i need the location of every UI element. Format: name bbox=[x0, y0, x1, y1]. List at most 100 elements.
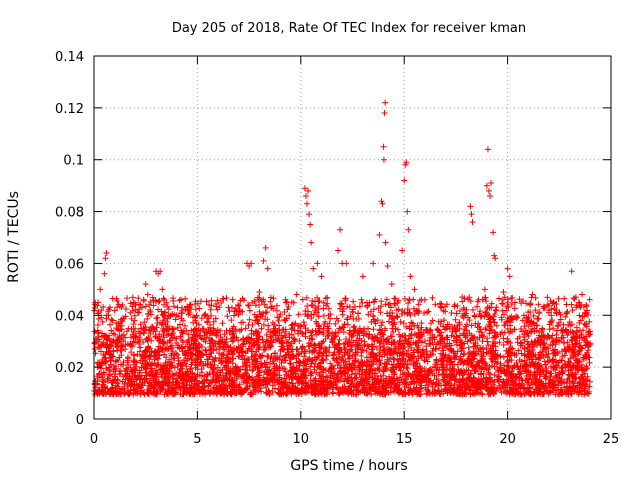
data-point bbox=[343, 335, 350, 342]
data-point bbox=[524, 329, 531, 336]
data-point bbox=[451, 356, 458, 363]
data-point bbox=[581, 335, 588, 342]
chart-title: Day 205 of 2018, Rate Of TEC Index for r… bbox=[172, 21, 526, 36]
data-point bbox=[569, 307, 576, 314]
data-point bbox=[349, 353, 356, 360]
data-point bbox=[177, 390, 184, 397]
data-point bbox=[382, 239, 389, 246]
data-point bbox=[106, 348, 113, 355]
data-point bbox=[318, 369, 325, 376]
data-point bbox=[382, 99, 389, 106]
data-point bbox=[390, 355, 397, 362]
data-point bbox=[168, 331, 175, 338]
data-point bbox=[229, 296, 236, 303]
data-point bbox=[215, 350, 222, 357]
data-point bbox=[469, 218, 476, 225]
data-point bbox=[404, 208, 411, 215]
data-point bbox=[400, 351, 407, 358]
data-point bbox=[500, 288, 507, 295]
data-point bbox=[272, 350, 279, 357]
data-point bbox=[161, 351, 168, 358]
data-point bbox=[485, 366, 492, 373]
data-point bbox=[224, 354, 231, 361]
data-point bbox=[368, 343, 375, 350]
data-point bbox=[559, 367, 566, 374]
data-point bbox=[249, 358, 256, 365]
data-point bbox=[451, 301, 458, 308]
data-point bbox=[177, 296, 184, 303]
data-point bbox=[501, 329, 508, 336]
data-point bbox=[586, 359, 593, 366]
data-point bbox=[300, 319, 307, 326]
data-point bbox=[242, 325, 249, 332]
data-point bbox=[309, 358, 316, 365]
data-point bbox=[194, 371, 201, 378]
data-point bbox=[219, 359, 226, 366]
data-point bbox=[529, 291, 536, 298]
data-point bbox=[169, 381, 176, 388]
data-point bbox=[141, 389, 148, 396]
data-point bbox=[93, 381, 100, 388]
data-point bbox=[440, 317, 447, 324]
data-point bbox=[530, 312, 537, 319]
data-point bbox=[577, 344, 584, 351]
data-point bbox=[447, 355, 454, 362]
data-point bbox=[165, 378, 172, 385]
data-point bbox=[417, 391, 424, 398]
data-point bbox=[169, 371, 176, 378]
data-point bbox=[581, 381, 588, 388]
data-point bbox=[487, 193, 494, 200]
data-point bbox=[513, 373, 520, 380]
data-point bbox=[198, 344, 205, 350]
data-point bbox=[386, 373, 393, 380]
data-point bbox=[351, 323, 358, 330]
data-point bbox=[160, 338, 167, 345]
data-point bbox=[544, 294, 551, 301]
data-point bbox=[335, 377, 342, 384]
data-point bbox=[405, 370, 412, 377]
data-point bbox=[311, 391, 318, 398]
data-point bbox=[330, 390, 337, 397]
data-point bbox=[426, 340, 433, 347]
data-point bbox=[184, 357, 191, 364]
data-point bbox=[259, 336, 266, 343]
data-point bbox=[260, 339, 267, 346]
data-point bbox=[91, 328, 98, 335]
data-point bbox=[463, 367, 470, 374]
data-point bbox=[329, 339, 336, 346]
data-point bbox=[440, 351, 447, 358]
data-point bbox=[223, 327, 230, 334]
data-point bbox=[421, 338, 428, 345]
data-point bbox=[121, 385, 128, 392]
data-point bbox=[304, 200, 311, 207]
data-point bbox=[146, 379, 153, 386]
data-point bbox=[281, 375, 288, 382]
data-point bbox=[493, 387, 500, 394]
data-point bbox=[399, 371, 406, 378]
data-point bbox=[411, 286, 418, 293]
data-point bbox=[514, 339, 521, 346]
data-point bbox=[521, 362, 528, 369]
data-point bbox=[490, 229, 497, 236]
data-point bbox=[355, 310, 362, 317]
data-point bbox=[185, 331, 192, 338]
data-point bbox=[286, 360, 293, 367]
data-point bbox=[545, 350, 552, 357]
data-point bbox=[240, 336, 247, 343]
data-point bbox=[104, 377, 111, 384]
data-point bbox=[306, 355, 313, 362]
data-point bbox=[336, 360, 343, 367]
data-point bbox=[561, 389, 568, 396]
data-point bbox=[172, 316, 179, 323]
data-point bbox=[96, 344, 103, 351]
data-point bbox=[148, 365, 155, 372]
data-point bbox=[348, 371, 355, 378]
data-point bbox=[337, 226, 344, 233]
data-point bbox=[359, 273, 366, 280]
data-point bbox=[239, 348, 246, 355]
data-point bbox=[258, 325, 265, 332]
data-point bbox=[370, 326, 377, 333]
data-point bbox=[465, 344, 472, 351]
data-point bbox=[358, 352, 365, 359]
data-point bbox=[363, 380, 370, 387]
